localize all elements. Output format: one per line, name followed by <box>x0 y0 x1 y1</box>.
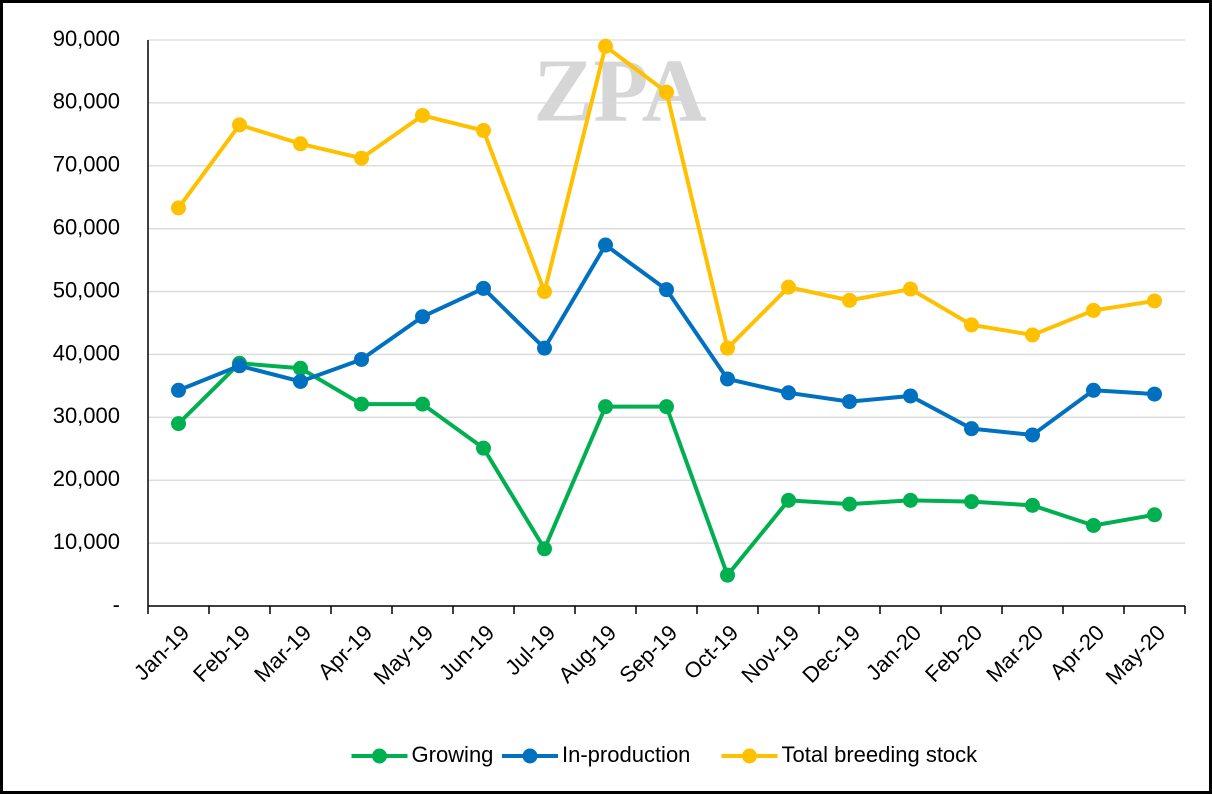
data-point <box>903 388 918 403</box>
data-point <box>415 309 430 324</box>
data-point <box>537 284 552 299</box>
data-point <box>842 293 857 308</box>
data-point <box>476 123 491 138</box>
page: {"chart_data": {"type": "line", "waterma… <box>0 0 1212 794</box>
data-point <box>720 341 735 356</box>
data-point <box>720 568 735 583</box>
data-point <box>781 493 796 508</box>
data-point <box>598 238 613 253</box>
legend-marker <box>742 749 757 764</box>
legend-label: In-production <box>562 742 690 767</box>
data-point <box>232 117 247 132</box>
y-tick-label: 10,000 <box>53 529 120 554</box>
data-point <box>354 352 369 367</box>
data-point <box>964 317 979 332</box>
data-point <box>171 383 186 398</box>
y-tick-label: 50,000 <box>53 277 120 302</box>
data-point <box>171 200 186 215</box>
data-point <box>293 136 308 151</box>
data-point <box>1025 498 1040 513</box>
y-tick-label: - <box>113 592 120 617</box>
data-point <box>1086 383 1101 398</box>
y-tick-label: 20,000 <box>53 466 120 491</box>
y-tick-label: 40,000 <box>53 340 120 365</box>
data-point <box>964 421 979 436</box>
data-point <box>476 441 491 456</box>
data-point <box>415 108 430 123</box>
data-point <box>598 39 613 54</box>
legend-label: Growing <box>412 742 494 767</box>
data-point <box>598 399 613 414</box>
data-point <box>1025 327 1040 342</box>
data-point <box>659 399 674 414</box>
data-point <box>781 280 796 295</box>
data-point <box>720 371 735 386</box>
y-tick-label: 60,000 <box>53 214 120 239</box>
data-point <box>293 361 308 376</box>
data-point <box>415 397 430 412</box>
data-point <box>476 281 491 296</box>
data-point <box>659 282 674 297</box>
data-point <box>903 493 918 508</box>
data-point <box>659 85 674 100</box>
y-tick-label: 90,000 <box>53 26 120 51</box>
data-point <box>354 151 369 166</box>
data-point <box>1147 507 1162 522</box>
data-point <box>171 416 186 431</box>
legend-marker <box>523 749 538 764</box>
data-point <box>842 394 857 409</box>
chart: ZPA -10,00020,00030,00040,00050,00060,00… <box>0 0 1212 794</box>
y-tick-label: 80,000 <box>53 89 120 114</box>
data-point <box>781 385 796 400</box>
data-point <box>537 341 552 356</box>
data-point <box>354 397 369 412</box>
data-point <box>232 358 247 373</box>
data-point <box>964 494 979 509</box>
legend-label: Total breeding stock <box>782 742 979 767</box>
data-point <box>903 282 918 297</box>
data-point <box>842 497 857 512</box>
data-point <box>1147 387 1162 402</box>
data-point <box>1147 293 1162 308</box>
data-point <box>1086 303 1101 318</box>
data-point <box>293 374 308 389</box>
y-tick-label: 70,000 <box>53 152 120 177</box>
data-point <box>537 541 552 556</box>
data-point <box>1086 518 1101 533</box>
data-point <box>1025 427 1040 442</box>
legend-marker <box>372 749 387 764</box>
y-tick-label: 30,000 <box>53 403 120 428</box>
